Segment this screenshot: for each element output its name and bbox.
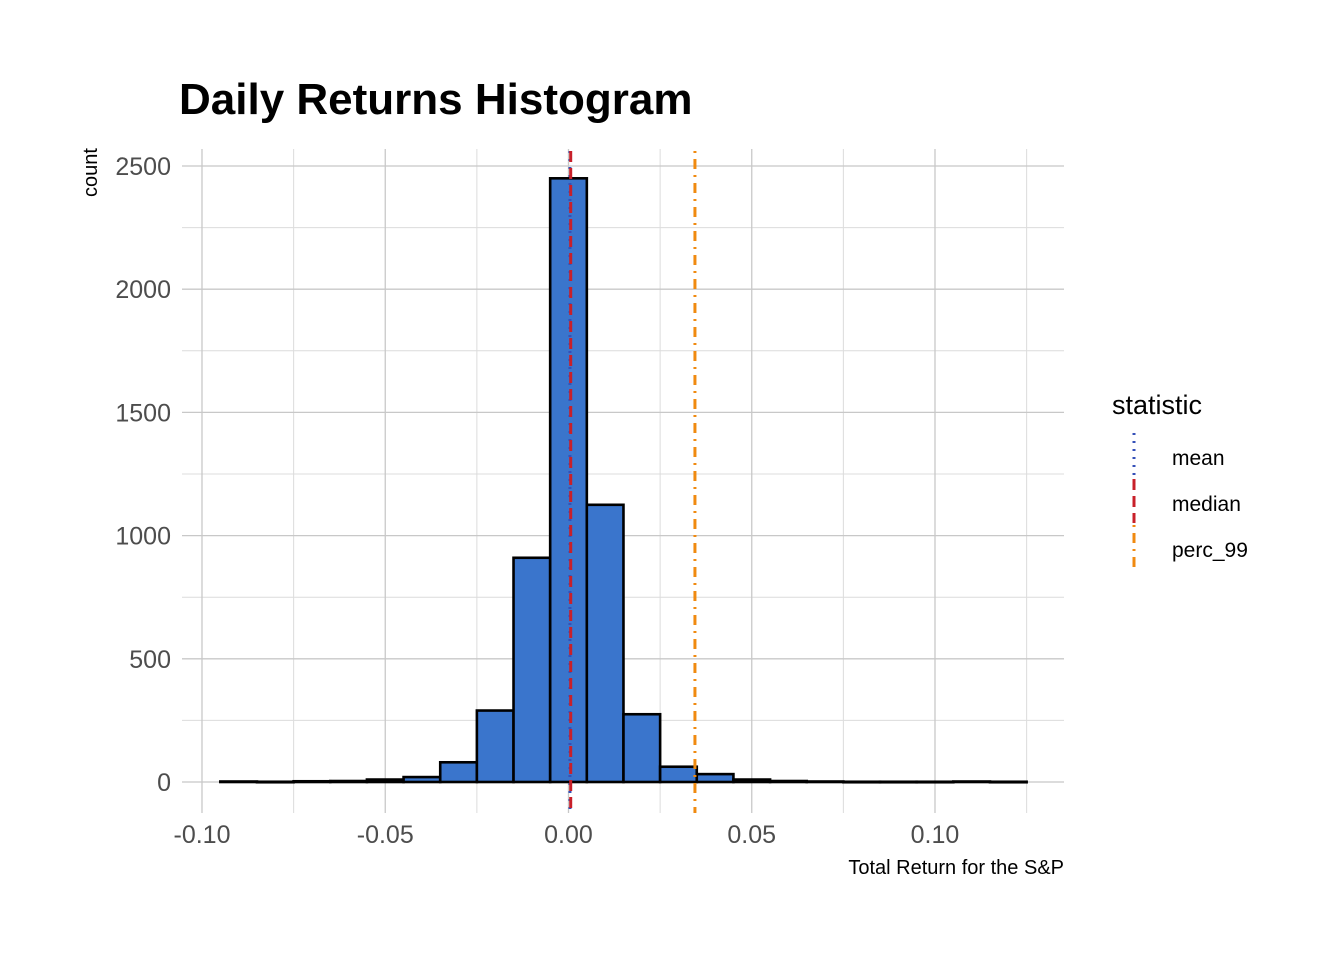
legend: statistic mean median perc_99 [1112,390,1248,569]
y-tick-label: 0 [157,769,171,797]
histogram-bar [402,775,442,784]
histogram-bar [952,780,992,784]
y-tick-label: 500 [129,646,171,674]
y-tick-label: 1000 [115,523,171,551]
histogram-bar [585,503,625,784]
histogram-bar [768,779,809,784]
statistic-lines [568,151,697,813]
y-tick-label: 2000 [115,276,171,304]
y-tick-label: 1500 [115,399,171,427]
histogram-bar [842,780,882,784]
histogram-bar [658,765,699,784]
histogram-bar [915,780,955,784]
bars [219,177,1028,784]
y-tick-labels: 0 500 1000 1500 2000 2500 [115,153,171,797]
histogram-bar [365,778,405,784]
y-axis-title: count [80,148,102,197]
histogram-bar [622,712,662,784]
x-tick-label: 0.00 [544,821,593,849]
histogram-bar [438,760,479,784]
histogram-bar [732,778,772,784]
y-tick-label: 2500 [115,153,171,181]
histogram-bar [695,772,735,784]
histogram-bar [219,780,259,784]
x-tick-label: 0.10 [911,821,960,849]
x-tick-labels: -0.10 -0.05 0.00 0.05 0.10 [174,821,960,849]
histogram-bar [988,780,1028,784]
histogram-bar [292,779,332,784]
histogram-bar [548,177,589,784]
x-tick-label: -0.05 [357,821,414,849]
histogram-bar [328,779,369,784]
legend-title: statistic [1112,390,1202,420]
x-axis-title: Total Return for the S&P [848,857,1064,879]
legend-label-mean: mean [1172,447,1225,470]
legend-label-perc_99: perc_99 [1172,539,1248,562]
histogram-bar [475,709,515,784]
histogram-bar [805,780,845,784]
histogram-bar [878,780,918,784]
histogram-bar [512,556,552,784]
legend-label-median: median [1172,493,1241,516]
x-tick-label: -0.10 [174,821,231,849]
chart-title: Daily Returns Histogram [179,75,692,124]
x-tick-label: 0.05 [727,821,776,849]
histogram-bar [255,780,295,784]
